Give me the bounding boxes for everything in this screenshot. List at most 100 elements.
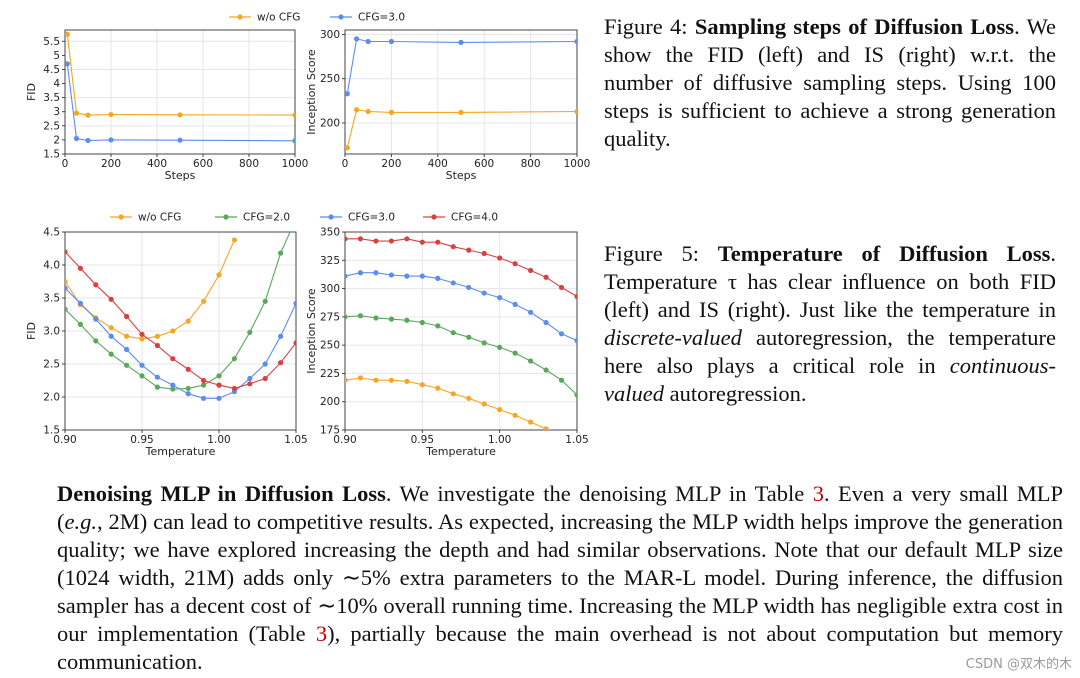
fig5-fid-point-cfg-4-0-14 bbox=[278, 360, 284, 366]
fig4-fid-ytick-label-2: 3.5 bbox=[43, 92, 60, 104]
fig4-is-plot-area bbox=[345, 36, 577, 151]
figure5-legend: w/o CFG CFG=2.0 CFG=3.0 CFG=4.0 bbox=[110, 212, 498, 224]
fig5-fid-point-cfg-3-0-7 bbox=[170, 382, 176, 388]
fig4-fid-ytick-label-1: 2.5 bbox=[43, 120, 60, 132]
fig4-fid-point-cfg-3-0-5 bbox=[292, 138, 295, 144]
fig5-fid-point-cfg-4-0-8 bbox=[185, 366, 191, 372]
fig5-fid-point-cfg-4-0-9 bbox=[201, 377, 207, 384]
fig4-is-point-w-o-cfg-3 bbox=[388, 109, 394, 115]
fig5-is-point-cfg-4-0-9 bbox=[481, 250, 487, 257]
fig4-fid-xtick-label-1: 200 bbox=[101, 158, 121, 170]
fig4-is-ytick-label-2: 300 bbox=[320, 29, 340, 41]
table-ref-link-1[interactable]: 3 bbox=[812, 481, 824, 506]
fig5-is-point-cfg-4-0-4 bbox=[404, 236, 410, 242]
fig4-is-frame bbox=[344, 29, 578, 155]
fig4-fid-frame bbox=[64, 29, 296, 155]
table-ref-link-2[interactable]: 3 bbox=[315, 621, 328, 646]
fig4-is-point-w-o-cfg-4 bbox=[458, 109, 464, 115]
fig4-is-line-cfg-3-0 bbox=[346, 38, 577, 94]
figure5-legend-marker-0 bbox=[118, 214, 124, 220]
fig4-is-point-cfg-3-0-1 bbox=[354, 36, 360, 42]
fig5-fid-point-cfg-4-0-5 bbox=[139, 331, 145, 337]
fig4-is-xtick-label-4: 800 bbox=[521, 158, 541, 170]
fig5-fid-xtick-label-0: 0.90 bbox=[53, 434, 76, 446]
paragraph-title: Denoising MLP in Diffusion Loss bbox=[57, 481, 386, 506]
fig5-is-point-cfg-3-0-15 bbox=[574, 338, 577, 344]
fig5-fid-point-w-o-cfg-4 bbox=[124, 333, 130, 339]
fig5-is-point-w-o-cfg-11 bbox=[512, 412, 518, 418]
fig5-fid-point-cfg-3-0-10 bbox=[216, 395, 222, 401]
paragraph-italic-eg: e.g. bbox=[64, 509, 98, 534]
fig5-fid-point-cfg-3-0-0 bbox=[65, 285, 68, 291]
figure5-caption-title: Temperature of Diffusion Loss bbox=[717, 241, 1051, 266]
fig5-fid-ytick-label-4: 3.5 bbox=[43, 293, 60, 305]
figure5-legend-label-1: CFG=2.0 bbox=[243, 212, 290, 224]
fig4-fid-plot-area bbox=[65, 31, 295, 144]
paragraph-text-1: . We investigate the denoising MLP in Ta… bbox=[385, 481, 813, 506]
fig5-is-xtick-label-3: 1.05 bbox=[565, 434, 588, 446]
fig5-is-point-cfg-4-0-2 bbox=[373, 238, 379, 244]
figures-area: 0 200 400 600 800 1000 1.5 2.5 3.5 4.5 5.5 2 3 4 5 Step… bbox=[25, 12, 590, 459]
fig5-fid-point-cfg-2-0-10 bbox=[216, 373, 222, 379]
fig5-fid-line-w-o-cfg bbox=[65, 239, 235, 340]
figure4-legend-marker-0 bbox=[237, 14, 243, 20]
fig5-fid-xtick-label-1: 0.95 bbox=[130, 434, 153, 446]
fig5-fid-point-cfg-3-0-5 bbox=[139, 362, 145, 368]
fig5-is-point-cfg-3-0-10 bbox=[497, 295, 503, 301]
fig4-fid-point-cfg-3-0-4 bbox=[177, 137, 183, 143]
fig5-is-point-cfg-2-0-5 bbox=[419, 319, 425, 326]
fig4-fid-ytick-minor-label-0: 2 bbox=[53, 134, 60, 146]
fig5-fid-ytick-label-2: 2.5 bbox=[43, 359, 60, 371]
fig4-fid-point-w-o-cfg-2 bbox=[85, 112, 91, 118]
fig5-is-point-cfg-2-0-0 bbox=[345, 314, 348, 320]
fig5-fid-point-cfg-2-0-2 bbox=[93, 338, 99, 344]
paragraph-text-4: ), partially because the main overhead i… bbox=[57, 621, 1063, 674]
fig5-fid-point-cfg-3-0-9 bbox=[201, 395, 207, 401]
fig5-is-ytick-label-4: 275 bbox=[320, 311, 340, 323]
figure5-legend-label-3: CFG=4.0 bbox=[451, 212, 498, 224]
fig5-is-line-w-o-cfg bbox=[345, 377, 551, 430]
fig5-fid-point-cfg-2-0-1 bbox=[77, 321, 83, 327]
fig5-is-point-cfg-2-0-13 bbox=[543, 367, 549, 373]
fig5-fid-plot-area bbox=[65, 232, 296, 401]
fig5-is-point-cfg-2-0-15 bbox=[574, 392, 577, 398]
fig5-fid-line-cfg-3-0 bbox=[65, 287, 296, 399]
fig5-is-point-w-o-cfg-13 bbox=[543, 426, 549, 430]
fig5-is-point-w-o-cfg-7 bbox=[450, 391, 456, 397]
figure5-caption-prefix: Figure 5: bbox=[604, 241, 718, 266]
fig5-fid-point-w-o-cfg-10 bbox=[216, 272, 222, 278]
figure4-legend-label-1: CFG=3.0 bbox=[358, 12, 405, 24]
figure5-legend-label-0: w/o CFG bbox=[138, 212, 181, 224]
fig5-fid-point-cfg-2-0-9 bbox=[201, 382, 207, 388]
fig5-is-point-cfg-3-0-4 bbox=[404, 273, 410, 279]
fig5-is-ytick-label-2: 225 bbox=[320, 368, 340, 380]
fig5-fid-point-cfg-3-0-4 bbox=[124, 346, 130, 353]
fig4-is-point-w-o-cfg-0 bbox=[345, 145, 350, 151]
fig5-is-point-cfg-2-0-10 bbox=[497, 344, 503, 351]
fig5-fid-ytick-label-3: 3.0 bbox=[43, 326, 60, 338]
fig5-is-point-cfg-3-0-0 bbox=[345, 273, 348, 279]
figure4-legend-marker-1 bbox=[338, 14, 344, 20]
fig5-is-point-cfg-4-0-12 bbox=[528, 267, 534, 274]
figure4-caption: Figure 4: Sampling steps of Diffusion Lo… bbox=[604, 13, 1056, 153]
fig5-is-point-cfg-2-0-1 bbox=[357, 313, 364, 319]
fig5-is-ytick-label-5: 300 bbox=[320, 283, 340, 295]
fig5-fid-xlabel: Temperature bbox=[145, 445, 216, 458]
fig5-fid-xtick-label-3: 1.05 bbox=[284, 434, 307, 446]
fig4-fid-point-w-o-cfg-4 bbox=[177, 112, 183, 118]
figure4-caption-text: . We show the FID (left) and IS (right) … bbox=[604, 14, 1056, 151]
fig4-fid-xtick-label-4: 800 bbox=[239, 158, 259, 170]
watermark: CSDN @双木的木 bbox=[965, 657, 1072, 672]
figure5-legend-marker-1 bbox=[223, 214, 229, 220]
fig4-fid-point-w-o-cfg-0 bbox=[65, 31, 70, 37]
fig5-is-xtick-label-2: 1.00 bbox=[488, 434, 511, 446]
fig5-is-point-cfg-2-0-11 bbox=[512, 350, 518, 356]
fig4-fid-xlabel: Steps bbox=[165, 169, 196, 182]
fig4-is-point-cfg-3-0-4 bbox=[458, 39, 464, 46]
fig4-fid-line-w-o-cfg bbox=[66, 34, 295, 116]
fig5-fid-point-cfg-3-0-8 bbox=[185, 391, 191, 397]
figure5-caption-text-1: . Temperature τ has clear influence on b… bbox=[604, 241, 1056, 322]
fig4-is-point-cfg-3-0-0 bbox=[345, 91, 350, 97]
fig5-is-line-cfg-3-0 bbox=[345, 272, 577, 342]
fig5-fid-point-w-o-cfg-0 bbox=[65, 278, 68, 285]
